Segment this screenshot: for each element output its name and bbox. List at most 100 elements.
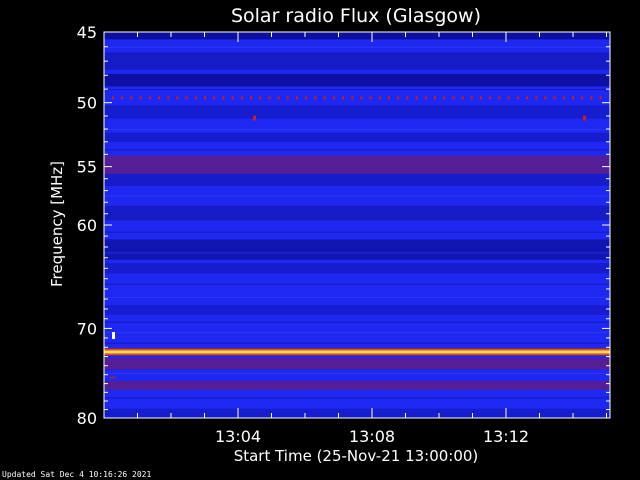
spectrogram-band <box>104 408 610 418</box>
spectrogram-band <box>104 173 610 186</box>
x-tick-label: 13:12 <box>483 427 529 446</box>
interference-dot <box>130 96 133 100</box>
interference-dot <box>489 96 492 100</box>
interference-dot <box>286 96 289 100</box>
interference-dot <box>121 96 124 100</box>
interference-dot <box>185 96 188 100</box>
interference-dot <box>158 96 160 100</box>
interference-dot <box>498 96 501 100</box>
x-axis-ticks: 13:04 13:08 13:12 <box>137 32 607 446</box>
y-tick-label: 55 <box>77 158 97 177</box>
interference-dot <box>176 96 179 100</box>
spectrogram-streak <box>104 128 610 130</box>
interference-dot <box>351 96 354 100</box>
interference-dot <box>415 96 418 100</box>
spectrogram-band <box>104 305 610 315</box>
y-tick-label: 45 <box>77 23 97 42</box>
interference-dot <box>461 96 464 100</box>
x-axis-label: Start Time (25-Nov-21 13:00:00) <box>234 447 479 465</box>
interference-dot <box>562 96 565 100</box>
interference-dot <box>535 96 538 100</box>
spectrogram-band <box>104 73 610 87</box>
spectrogram-streak <box>104 283 610 285</box>
white-blip <box>112 332 115 340</box>
interference-dot <box>268 96 271 100</box>
interference-dot <box>250 96 252 100</box>
y-axis-label: Frequency [MHz] <box>48 161 66 287</box>
spectrogram-band <box>104 132 610 142</box>
interference-dot <box>323 96 326 100</box>
interference-dot <box>480 96 482 100</box>
interference-dot <box>553 96 556 100</box>
interference-dot <box>332 96 335 100</box>
spectrogram-band <box>104 358 610 370</box>
spectrogram-streak <box>104 321 610 323</box>
spectrogram-streak <box>104 149 610 151</box>
interference-dot <box>507 96 510 100</box>
interference-dot <box>378 96 381 100</box>
y-axis-ticks: 45 50 55 60 70 80 <box>77 23 610 428</box>
interference-dot <box>443 96 446 100</box>
interference-dot <box>434 96 436 100</box>
interference-dot <box>516 96 519 100</box>
interference-dot <box>204 96 206 100</box>
interference-dot <box>139 96 142 100</box>
spectrogram-band <box>104 155 610 174</box>
red-marker <box>583 115 586 121</box>
spectrogram-band <box>104 205 610 221</box>
spectrogram-band <box>104 32 610 40</box>
interference-dot <box>112 96 114 100</box>
spectrogram-band <box>104 380 610 390</box>
spectrogram-streak <box>104 231 610 233</box>
interference-dot <box>305 96 308 100</box>
interference-dot <box>424 96 427 100</box>
chart-title: Solar radio Flux (Glasgow) <box>231 5 481 27</box>
interference-dot <box>388 96 390 100</box>
interference-dot <box>544 96 547 100</box>
plot-area <box>103 31 611 419</box>
y-tick-label: 80 <box>77 409 97 428</box>
red-marker <box>253 115 256 121</box>
interference-dot <box>369 96 372 100</box>
interference-dot <box>360 96 363 100</box>
interference-dot <box>194 96 197 100</box>
spectrogram-streak <box>104 89 610 91</box>
x-tick-label: 13:08 <box>349 427 395 446</box>
spectrogram-streak <box>104 342 610 344</box>
spectrogram-band <box>104 105 610 119</box>
interference-dot <box>259 96 262 100</box>
update-timestamp: Updated Sat Dec 4 10:16:26 2021 <box>2 470 152 479</box>
interference-dot <box>572 96 574 100</box>
x-tick-label: 13:04 <box>215 427 261 446</box>
interference-dot <box>470 96 473 100</box>
spectrogram-streak <box>104 372 610 374</box>
red-fleck <box>110 376 116 379</box>
interference-dot <box>296 96 298 100</box>
interference-dot <box>590 96 593 100</box>
spectrogram-band <box>104 239 610 260</box>
interference-dot <box>277 96 280 100</box>
spectrogram-streak <box>104 195 610 197</box>
spectrogram-streak <box>104 252 610 254</box>
interference-dot <box>397 96 400 100</box>
spectrogram-band <box>104 263 610 274</box>
interference-dot <box>222 96 225 100</box>
interference-dot <box>406 96 409 100</box>
interference-dot <box>231 96 234 100</box>
interference-dot <box>526 96 528 100</box>
y-tick-label: 50 <box>77 94 97 113</box>
interference-dot <box>314 96 317 100</box>
spectrogram-band <box>104 52 610 70</box>
interference-dot <box>452 96 455 100</box>
y-tick-label: 60 <box>77 216 97 235</box>
interference-dot <box>167 96 170 100</box>
interference-dot <box>599 96 602 100</box>
spectrogram-streak <box>104 297 610 299</box>
spectrogram-streak <box>104 332 610 334</box>
emission-band-core <box>104 350 610 353</box>
spectrogram-streak <box>104 397 610 399</box>
spectrogram-streak <box>104 46 610 48</box>
interference-dot <box>148 96 151 100</box>
y-tick-label: 70 <box>77 319 97 338</box>
